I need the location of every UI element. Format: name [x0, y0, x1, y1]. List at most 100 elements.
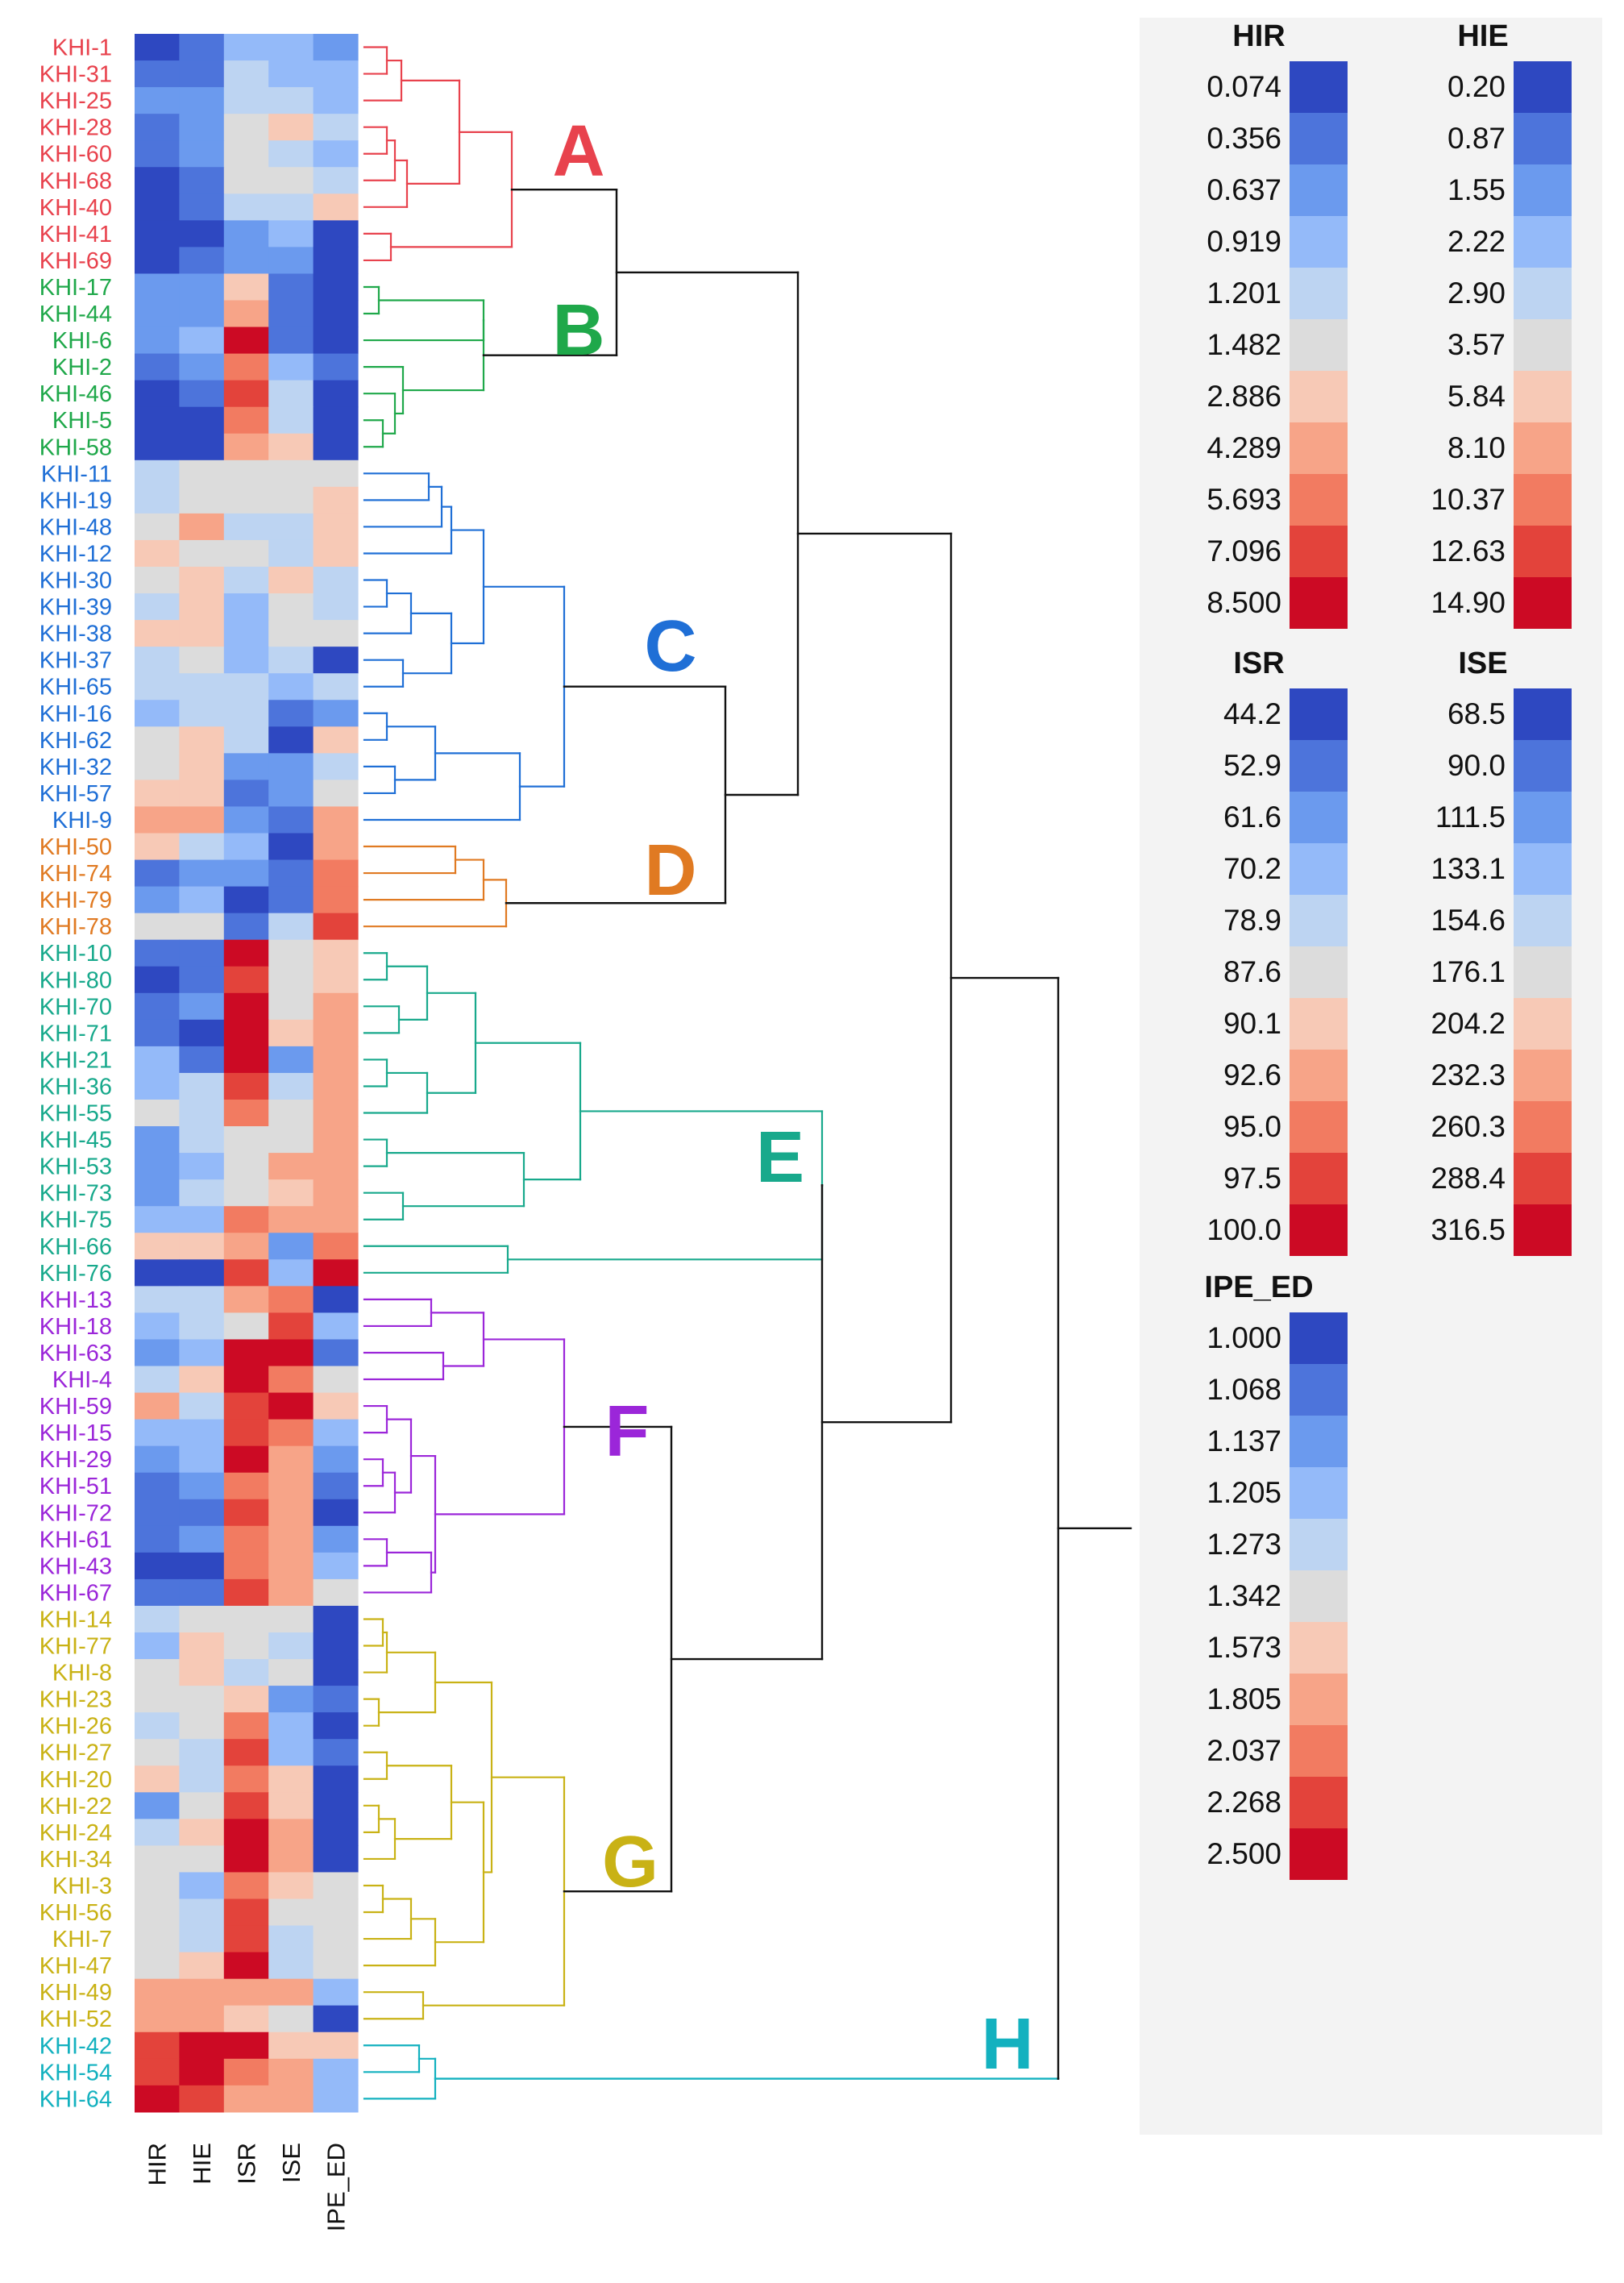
heatmap-cell	[313, 647, 359, 674]
heatmap-cell	[313, 220, 359, 247]
heatmap-cell	[313, 593, 359, 621]
legend-swatch	[1514, 474, 1572, 526]
heatmap-cell	[268, 966, 314, 994]
row-label: KHI-34	[39, 1847, 112, 1873]
row-label: KHI-12	[39, 541, 112, 567]
heatmap-cell	[179, 433, 225, 461]
heatmap-cell	[313, 2058, 359, 2086]
heatmap-cell	[268, 1126, 314, 1154]
row-label: KHI-6	[52, 328, 112, 354]
heatmap-cell	[313, 300, 359, 328]
heatmap-cell	[179, 1872, 225, 1900]
heatmap-cell	[223, 726, 269, 754]
heatmap-cell	[268, 780, 314, 808]
heatmap-cell	[223, 300, 269, 328]
heatmap-cell	[135, 1179, 180, 1207]
heatmap-cell	[179, 1286, 225, 1313]
row-label: KHI-36	[39, 1074, 112, 1100]
heatmap-cell	[223, 1819, 269, 1846]
legend-swatch	[1514, 164, 1572, 216]
heatmap-cell	[135, 1472, 180, 1500]
heatmap-cell	[268, 1712, 314, 1740]
heatmap-cell	[268, 1445, 314, 1474]
heatmap-cell	[179, 966, 225, 994]
legend-swatch	[1290, 1725, 1348, 1777]
heatmap-cell	[135, 1499, 180, 1527]
heatmap-cell	[223, 992, 269, 1021]
heatmap-cell	[268, 60, 314, 88]
heatmap-cell	[268, 539, 314, 568]
heatmap-cell	[313, 700, 359, 727]
heatmap-cell	[268, 1072, 314, 1100]
heatmap-cell	[223, 1206, 269, 1233]
heatmap-cell	[179, 1366, 225, 1394]
heatmap-cell	[179, 87, 225, 114]
heatmap-cell	[268, 140, 314, 168]
heatmap-cell	[313, 567, 359, 594]
heatmap-cell	[268, 406, 314, 435]
heatmap-cell	[268, 1765, 314, 1793]
row-label: KHI-44	[39, 301, 112, 327]
heatmap-cell	[135, 140, 180, 168]
heatmap-cell	[268, 1472, 314, 1500]
legend-title: HIR	[1232, 19, 1285, 53]
legend-value: 97.5	[1223, 1162, 1281, 1195]
heatmap-cell	[135, 1233, 180, 1260]
heatmap-cell	[268, 726, 314, 754]
heatmap-cell	[313, 1126, 359, 1154]
row-label: KHI-68	[39, 168, 112, 194]
row-label: KHI-10	[39, 941, 112, 967]
heatmap-cell	[313, 886, 359, 914]
heatmap-cell	[223, 1712, 269, 1740]
cluster-label: F	[605, 1391, 650, 1472]
heatmap-cell	[179, 1686, 225, 1713]
legend-swatch	[1290, 1622, 1348, 1674]
heatmap-cell	[313, 193, 359, 221]
heatmap-cell	[313, 833, 359, 861]
heatmap-cell	[268, 1952, 314, 1980]
legend-title: ISR	[1233, 647, 1285, 680]
heatmap-cell	[135, 460, 180, 488]
heatmap-cell	[223, 1259, 269, 1287]
heatmap-cell	[135, 1739, 180, 1766]
heatmap-cell	[313, 939, 359, 967]
heatmap-cell	[135, 806, 180, 834]
legend-swatch	[1514, 577, 1572, 629]
heatmap-cell	[223, 1739, 269, 1766]
heatmap-cell	[179, 2058, 225, 2086]
legend-title: ISE	[1458, 647, 1508, 680]
legend-value: 90.1	[1223, 1007, 1281, 1040]
heatmap-cell	[223, 380, 269, 408]
heatmap-cell	[179, 2031, 225, 2060]
legend-isr: ISR 44.2 52.9 61.6 70.2 78.9 87.6 90.1 92.6 95.0 9…	[1140, 645, 1349, 1274]
legend-value: 92.6	[1223, 1058, 1281, 1092]
row-label: KHI-5	[52, 408, 112, 434]
heatmap-cell	[313, 620, 359, 647]
heatmap-cell	[268, 1978, 314, 2006]
legend-value: 10.37	[1431, 483, 1506, 516]
row-label: KHI-74	[39, 861, 112, 887]
legend-value: 90.0	[1447, 749, 1506, 782]
heatmap-cell	[268, 1605, 314, 1633]
legend-swatch	[1290, 688, 1348, 740]
heatmap-cell	[268, 1872, 314, 1900]
heatmap-cell	[313, 1712, 359, 1740]
heatmap-cell	[179, 913, 225, 941]
heatmap-cell	[179, 1126, 225, 1154]
heatmap-cell	[268, 1100, 314, 1127]
heatmap-cell	[179, 167, 225, 194]
heatmap-cell	[135, 753, 180, 780]
legend-value: 1.201	[1207, 277, 1281, 310]
heatmap-cell	[313, 140, 359, 168]
heatmap-cell	[268, 567, 314, 594]
row-label: KHI-8	[52, 1661, 112, 1686]
legend-value: 0.919	[1207, 225, 1281, 258]
heatmap-cell	[135, 1366, 180, 1394]
heatmap-cell	[223, 1792, 269, 1819]
heatmap-cell	[223, 140, 269, 168]
legend-swatch	[1514, 843, 1572, 895]
legend-swatch	[1290, 1570, 1348, 1622]
heatmap-cell	[223, 1179, 269, 1207]
row-label: KHI-47	[39, 1953, 112, 1979]
heatmap-cell	[179, 1925, 225, 1953]
